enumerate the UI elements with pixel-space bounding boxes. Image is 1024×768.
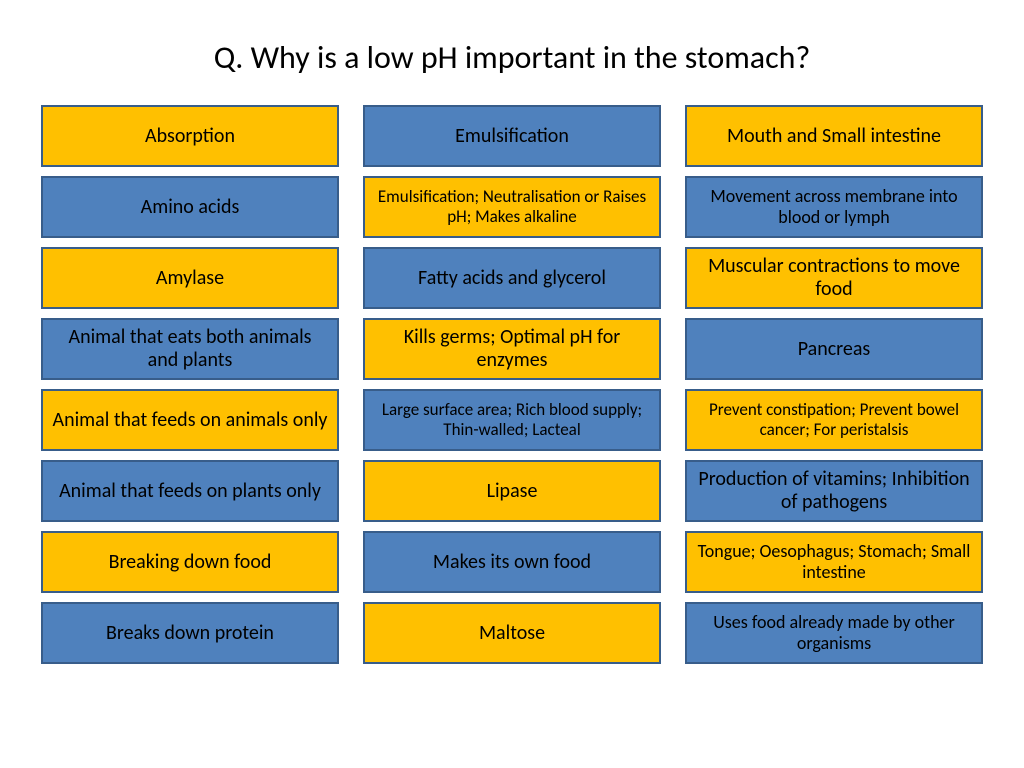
answer-cell[interactable]: Amino acids: [41, 176, 339, 238]
answer-cell[interactable]: Tongue; Oesophagus; Stomach; Small intes…: [685, 531, 983, 593]
answer-cell-label: Emulsification: [455, 125, 569, 148]
answer-cell[interactable]: Production of vitamins; Inhibition of pa…: [685, 460, 983, 522]
answer-cell[interactable]: Mouth and Small intestine: [685, 105, 983, 167]
answer-cell[interactable]: Fatty acids and glycerol: [363, 247, 661, 309]
answer-cell-label: Uses food already made by other organism…: [695, 612, 973, 653]
answer-cell-label: Animal that eats both animals and plants: [51, 326, 329, 372]
answer-cell-label: Breaks down protein: [106, 622, 274, 645]
answer-grid: Absorption Amino acids Amylase Animal that …: [0, 105, 1024, 664]
column-1: Absorption Amino acids Amylase Animal that …: [41, 105, 339, 664]
answer-cell[interactable]: Lipase: [363, 460, 661, 522]
answer-cell[interactable]: Large surface area; Rich blood supply; T…: [363, 389, 661, 451]
answer-cell[interactable]: Breaks down protein: [41, 602, 339, 664]
answer-cell-label: Animal that feeds on plants only: [59, 480, 321, 503]
answer-cell[interactable]: Animal that eats both animals and plants: [41, 318, 339, 380]
answer-cell-label: Tongue; Oesophagus; Stomach; Small intes…: [695, 541, 973, 582]
answer-cell[interactable]: Prevent constipation; Prevent bowel canc…: [685, 389, 983, 451]
question-title: Q. Why is a low pH important in the stom…: [0, 0, 1024, 105]
answer-cell-label: Mouth and Small intestine: [727, 125, 941, 148]
answer-cell[interactable]: Absorption: [41, 105, 339, 167]
answer-cell-label: Amino acids: [141, 196, 240, 219]
answer-cell-label: Emulsification; Neutralisation or Raises…: [373, 187, 651, 226]
answer-cell-label: Muscular contractions to move food: [695, 255, 973, 301]
answer-cell[interactable]: Emulsification; Neutralisation or Raises…: [363, 176, 661, 238]
answer-cell[interactable]: Animal that feeds on plants only: [41, 460, 339, 522]
answer-cell-label: Maltose: [479, 622, 545, 645]
answer-cell-label: Makes its own food: [433, 551, 591, 574]
answer-cell[interactable]: Emulsification: [363, 105, 661, 167]
answer-cell-label: Pancreas: [798, 338, 871, 361]
answer-cell-label: Animal that feeds on animals only: [53, 409, 328, 432]
answer-cell[interactable]: Movement across membrane into blood or l…: [685, 176, 983, 238]
answer-cell-label: Prevent constipation; Prevent bowel canc…: [695, 400, 973, 439]
answer-cell-label: Movement across membrane into blood or l…: [695, 186, 973, 227]
answer-cell[interactable]: Maltose: [363, 602, 661, 664]
answer-cell[interactable]: Uses food already made by other organism…: [685, 602, 983, 664]
answer-cell-label: Production of vitamins; Inhibition of pa…: [695, 468, 973, 514]
answer-cell-label: Breaking down food: [109, 551, 272, 574]
answer-cell-label: Amylase: [156, 267, 224, 290]
answer-cell[interactable]: Breaking down food: [41, 531, 339, 593]
column-3: Mouth and Small intestine Movement across…: [685, 105, 983, 664]
answer-cell-label: Absorption: [145, 125, 235, 148]
answer-cell[interactable]: Kills germs; Optimal pH for enzymes: [363, 318, 661, 380]
answer-cell-label: Lipase: [487, 480, 538, 503]
answer-cell[interactable]: Pancreas: [685, 318, 983, 380]
answer-cell-label: Large surface area; Rich blood supply; T…: [373, 400, 651, 439]
answer-cell-label: Kills germs; Optimal pH for enzymes: [373, 326, 651, 372]
answer-cell[interactable]: Amylase: [41, 247, 339, 309]
answer-cell[interactable]: Animal that feeds on animals only: [41, 389, 339, 451]
column-2: Emulsification Emulsification; Neutralisa…: [363, 105, 661, 664]
answer-cell[interactable]: Muscular contractions to move food: [685, 247, 983, 309]
answer-cell-label: Fatty acids and glycerol: [418, 267, 606, 290]
answer-cell[interactable]: Makes its own food: [363, 531, 661, 593]
